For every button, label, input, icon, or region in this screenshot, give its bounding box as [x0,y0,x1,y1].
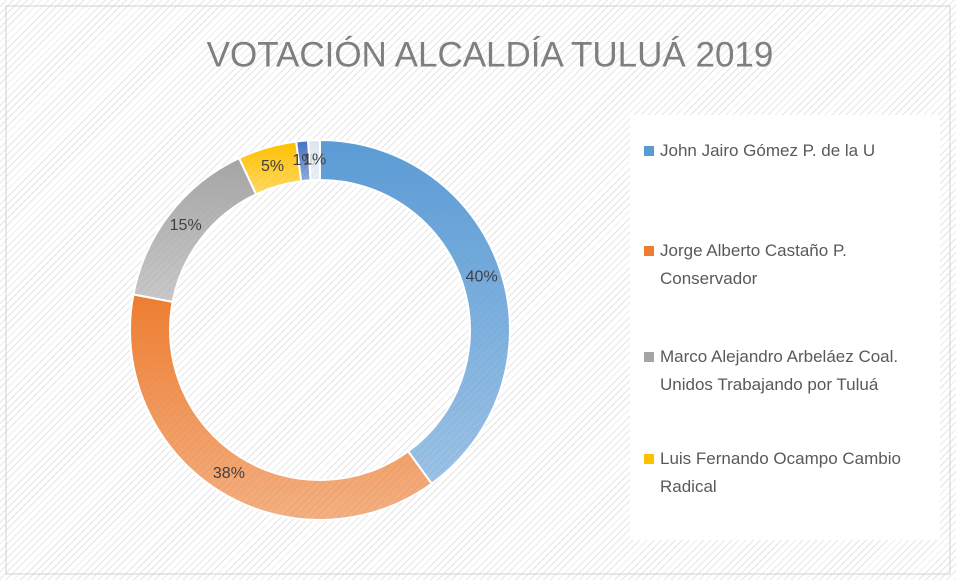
slice [319,138,511,486]
legend-swatch [644,454,654,464]
legend: John Jairo Gómez P. de la U Jorge Alberto… [630,115,940,540]
chart-title: VOTACIÓN ALCALDÍA TULUÁ 2019 [207,35,774,74]
legend-label: Jorge Alberto Castaño P. Conservador [660,241,847,288]
legend-entry: Luis Fernando Ocampo Cambio Radical [644,445,915,501]
legend-label: Luis Fernando Ocampo Cambio Radical [660,449,901,496]
legend-entry: Marco Alejandro Arbeláez Coal. Unidos Tr… [644,343,915,399]
legend-swatch [644,146,654,156]
chart-border [5,5,951,575]
slice [129,293,434,521]
data-label: 40% [466,269,498,286]
legend-swatch [644,246,654,256]
data-label: 1% [303,151,326,168]
slice [307,138,321,182]
data-label: 5% [261,158,284,175]
legend-entry: John Jairo Gómez P. de la U [644,137,915,165]
data-label: 38% [213,465,245,482]
legend-entry: Jorge Alberto Castaño P. Conservador [644,237,915,293]
data-label: 15% [170,217,202,234]
legend-label: John Jairo Gómez P. de la U [660,141,876,160]
legend-swatch [644,352,654,362]
legend-label: Marco Alejandro Arbeláez Coal. Unidos Tr… [660,347,899,394]
